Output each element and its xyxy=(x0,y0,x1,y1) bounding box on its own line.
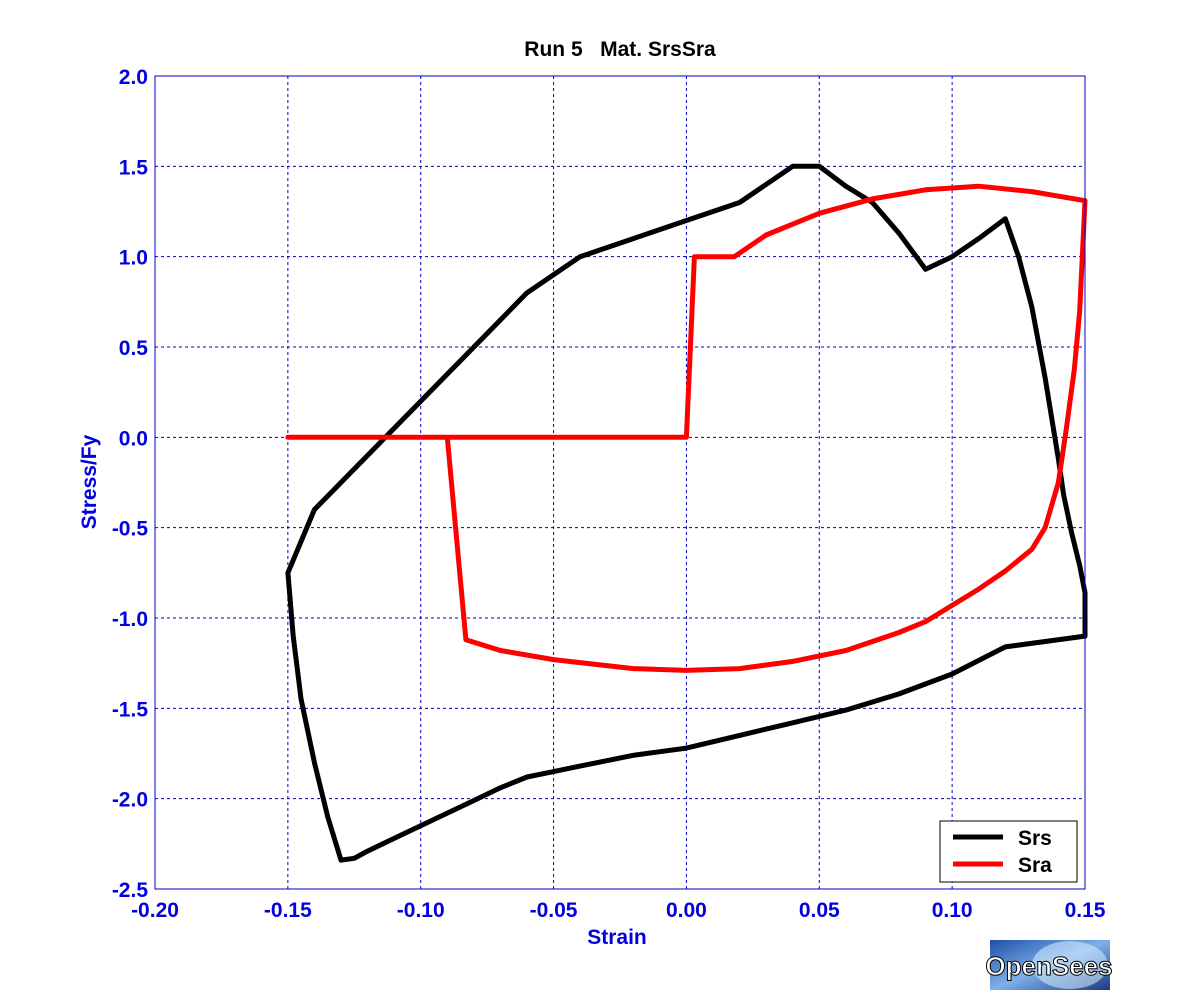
series-layer xyxy=(285,163,1088,863)
x-tick-label: 0.15 xyxy=(1065,899,1106,922)
x-tick-label: 0.05 xyxy=(799,899,840,922)
y-tick-label: -1.0 xyxy=(112,608,148,631)
y-tick-label: 1.0 xyxy=(119,247,148,270)
y-axis: 2.0 1.5 1.0 0.5 0.0 -0.5 -1.0 -1.5 -2.0 -2.5 xyxy=(112,66,149,902)
x-tick-label: -0.15 xyxy=(264,899,312,922)
y-tick-label: -2.0 xyxy=(112,789,148,812)
legend-label-sra: Sra xyxy=(1018,854,1052,877)
x-tick-label: 0.10 xyxy=(932,899,973,922)
chart-title: Run 5 Mat. SrsSra xyxy=(524,38,716,61)
y-tick-label: -0.5 xyxy=(112,518,149,541)
x-axis-title: Strain xyxy=(587,926,647,949)
x-axis: -0.20 -0.15 -0.10 -0.05 0.00 0.05 0.10 0.15 xyxy=(131,899,1106,922)
y-tick-label: -2.5 xyxy=(112,879,149,902)
x-tick-label: -0.05 xyxy=(530,899,578,922)
series-line-sra xyxy=(285,183,1088,673)
legend-label-srs: Srs xyxy=(1018,827,1052,850)
series-line-srs xyxy=(285,163,1088,863)
plot-frame xyxy=(154,75,1086,890)
y-tick-label: 2.0 xyxy=(119,66,148,89)
y-tick-label: 0.0 xyxy=(119,427,148,450)
opensees-logo: OpenSees xyxy=(985,940,1113,990)
logo-text: OpenSees xyxy=(985,951,1112,981)
y-tick-label: -1.5 xyxy=(112,698,149,721)
legend: Srs Sra xyxy=(939,820,1078,883)
x-tick-label: 0.00 xyxy=(666,899,707,922)
legend-box xyxy=(939,820,1078,883)
y-tick-label: 0.5 xyxy=(119,337,149,360)
y-tick-label: 1.5 xyxy=(119,156,149,179)
x-tick-label: -0.10 xyxy=(397,899,445,922)
x-tick-label: -0.20 xyxy=(131,899,179,922)
logo-globe xyxy=(1032,941,1108,989)
y-axis-title: Stress/Fy xyxy=(78,434,101,529)
